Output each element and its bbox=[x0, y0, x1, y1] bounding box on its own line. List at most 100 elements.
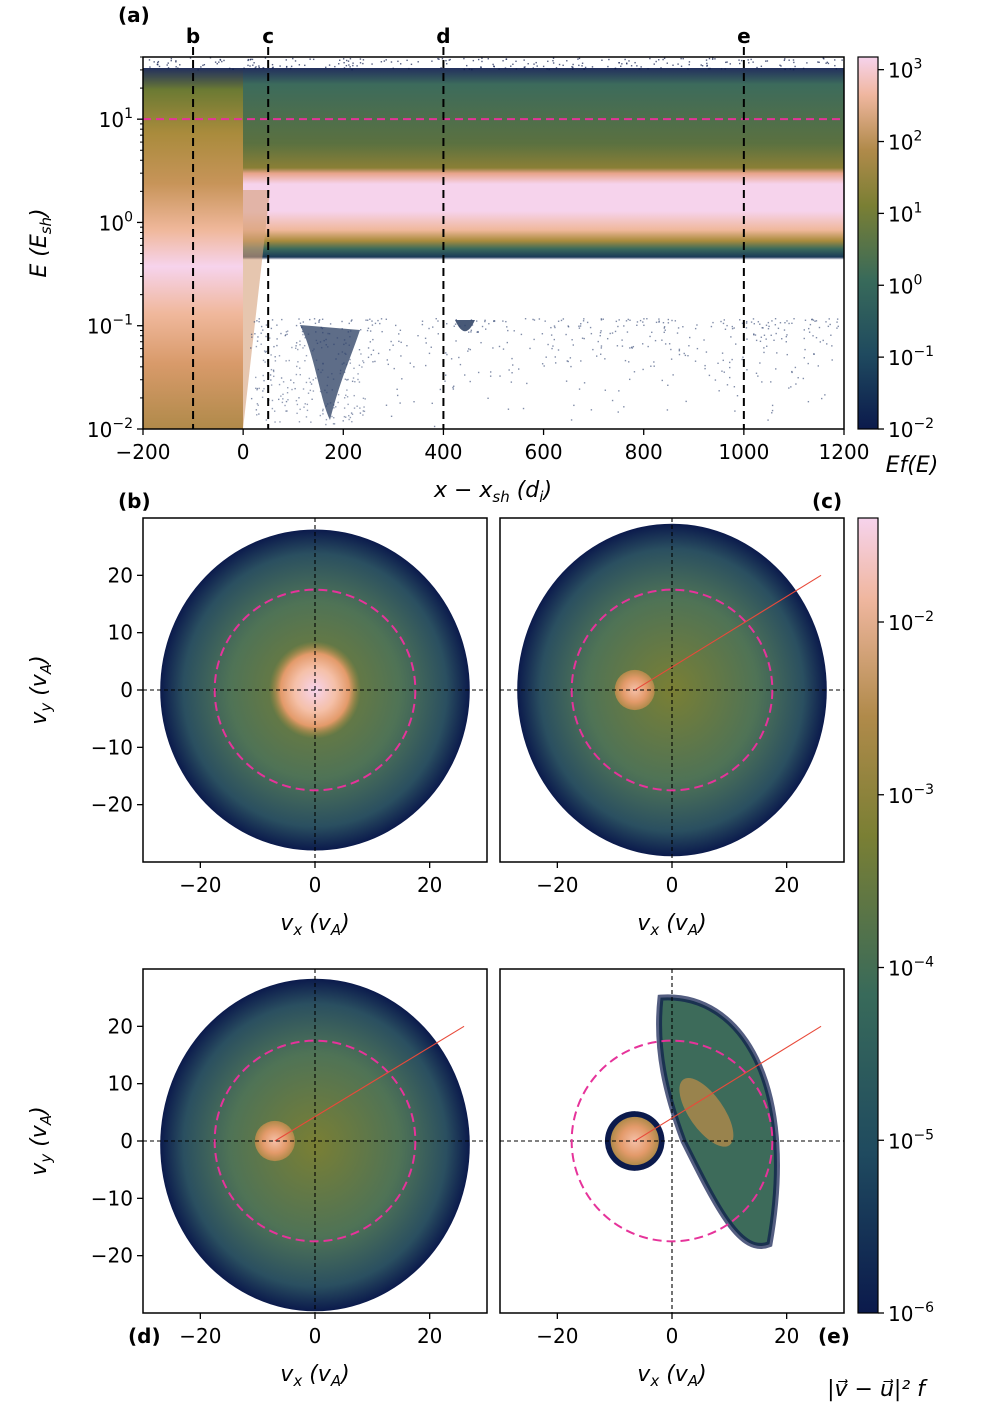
speckle bbox=[321, 318, 324, 320]
speckle bbox=[315, 339, 318, 342]
speckle bbox=[701, 65, 704, 67]
speckle bbox=[203, 63, 206, 66]
speckle bbox=[554, 326, 556, 329]
speckle bbox=[167, 62, 169, 64]
speckle bbox=[385, 59, 387, 61]
speckle bbox=[328, 64, 331, 66]
speckle bbox=[630, 65, 633, 67]
speckle bbox=[827, 62, 830, 65]
speckle bbox=[286, 392, 289, 394]
x-tick-label-a: 400 bbox=[424, 440, 462, 464]
speckle bbox=[766, 345, 768, 347]
speckle bbox=[425, 364, 427, 367]
speckle bbox=[269, 374, 272, 376]
speckle bbox=[583, 337, 585, 340]
speckle bbox=[600, 345, 603, 347]
speckle bbox=[264, 351, 267, 353]
speckle bbox=[711, 58, 714, 60]
y-tick-label-a: 101 bbox=[99, 106, 133, 132]
speckle bbox=[639, 319, 642, 322]
speckle bbox=[406, 59, 408, 62]
speckle bbox=[579, 325, 582, 327]
speckle bbox=[507, 329, 509, 332]
colorbar-a-tick-label: 103 bbox=[888, 57, 922, 83]
speckle bbox=[321, 327, 324, 330]
speckle bbox=[567, 325, 569, 327]
speckle bbox=[471, 324, 474, 326]
speckle bbox=[484, 328, 487, 330]
speckle bbox=[261, 396, 264, 399]
speckle bbox=[158, 65, 161, 68]
speckle bbox=[469, 348, 472, 351]
speckle bbox=[306, 409, 309, 412]
x-tick-label-a: 1200 bbox=[819, 440, 870, 464]
speckle bbox=[417, 61, 419, 63]
speckle bbox=[523, 59, 525, 61]
speckle bbox=[547, 343, 549, 346]
speckle bbox=[600, 318, 603, 320]
speckle bbox=[273, 410, 276, 412]
speckle bbox=[723, 319, 725, 321]
speckle bbox=[265, 350, 268, 353]
speckle bbox=[341, 363, 344, 365]
colorbar-a-label: Ef(E) bbox=[886, 453, 939, 478]
speckle bbox=[337, 393, 340, 396]
speckle bbox=[344, 378, 347, 380]
speckle bbox=[312, 58, 315, 61]
speckle bbox=[463, 68, 466, 71]
speckle bbox=[153, 61, 155, 63]
speckle bbox=[359, 412, 362, 414]
speckle bbox=[295, 324, 298, 327]
speckle bbox=[298, 421, 301, 423]
speckle bbox=[280, 377, 283, 379]
speckle bbox=[557, 320, 560, 322]
speckle bbox=[689, 336, 691, 339]
speckle bbox=[792, 59, 795, 61]
speckle bbox=[602, 318, 604, 320]
speckle bbox=[367, 327, 370, 330]
y-tick-label-b: 0 bbox=[120, 678, 133, 702]
speckle bbox=[721, 370, 723, 372]
speckle bbox=[784, 68, 786, 71]
speckle bbox=[335, 406, 337, 408]
speckle bbox=[333, 417, 335, 419]
speckle bbox=[274, 421, 276, 423]
speckle bbox=[295, 342, 298, 344]
speckle bbox=[765, 338, 767, 340]
speckle bbox=[655, 321, 658, 324]
speckle bbox=[506, 326, 508, 328]
colorbar-a-tick-label: 102 bbox=[888, 129, 922, 155]
speckle bbox=[620, 65, 622, 67]
speckle bbox=[647, 68, 649, 70]
speckle bbox=[221, 60, 223, 63]
speckle bbox=[175, 66, 177, 68]
speckle bbox=[253, 321, 256, 323]
speckle bbox=[274, 360, 277, 362]
speckle bbox=[389, 349, 391, 351]
speckle bbox=[817, 61, 819, 63]
speckle bbox=[580, 323, 582, 325]
speckle bbox=[738, 62, 741, 65]
speckle bbox=[262, 374, 264, 377]
speckle bbox=[526, 382, 528, 385]
speckle bbox=[329, 402, 332, 404]
y-tick-label-d: −10 bbox=[91, 1186, 133, 1210]
speckle bbox=[836, 327, 838, 329]
speckle bbox=[354, 381, 356, 383]
speckle bbox=[285, 410, 287, 412]
speckle bbox=[385, 318, 388, 320]
speckle bbox=[296, 403, 299, 406]
speckle bbox=[428, 352, 431, 355]
speckle bbox=[600, 347, 603, 349]
speckle bbox=[351, 68, 353, 71]
speckle bbox=[399, 402, 401, 404]
speckle bbox=[765, 60, 767, 62]
speckle bbox=[296, 365, 298, 368]
speckle bbox=[553, 325, 556, 327]
speckle bbox=[682, 326, 684, 328]
speckle bbox=[762, 327, 764, 329]
speckle bbox=[332, 378, 335, 380]
y-tick-label-b: 10 bbox=[108, 621, 133, 645]
speckle bbox=[307, 392, 310, 394]
speckle bbox=[729, 376, 731, 379]
